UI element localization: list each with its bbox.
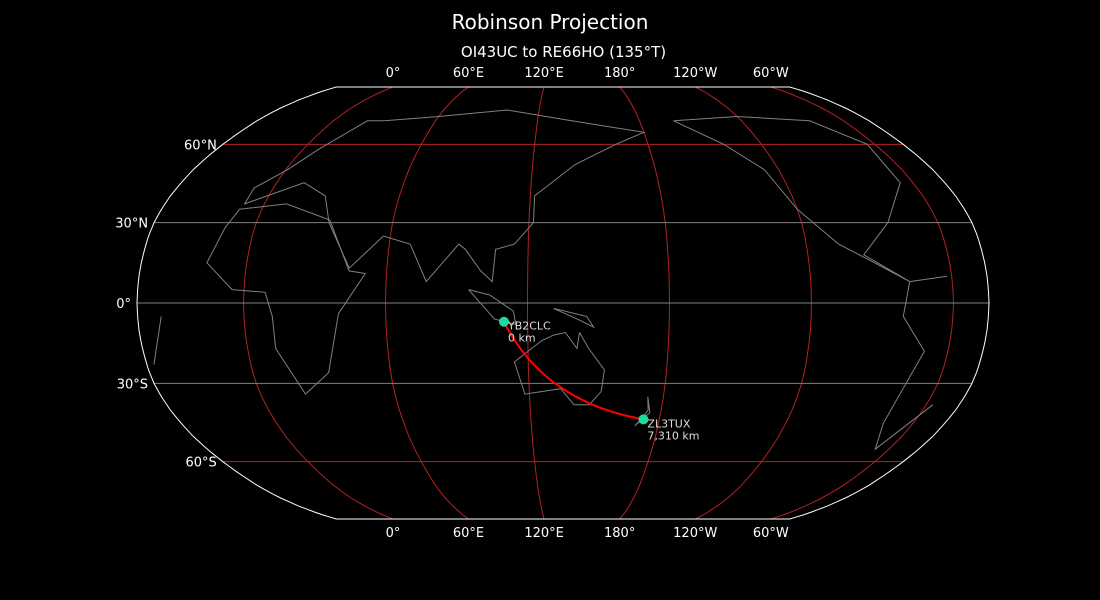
lat-label: 30°N [115, 217, 148, 232]
station-callsign: YB2CLC [507, 320, 551, 333]
coastlines [153, 109, 948, 451]
lon-label-top: 60°W [753, 66, 789, 81]
station-distance: 7,310 km [647, 429, 699, 442]
coastline [553, 307, 596, 329]
coastline [634, 396, 651, 427]
graticule [137, 86, 989, 520]
coastline [468, 289, 517, 326]
lon-label-bottom: 180° [604, 526, 635, 541]
station-marker[interactable] [638, 414, 649, 425]
lat-label: 60°N [184, 138, 217, 153]
great-circle-path [503, 321, 644, 421]
lat-label: 30°S [117, 377, 148, 392]
lon-label-bottom: 0° [386, 526, 401, 541]
station-distance: 0 km [508, 332, 536, 345]
lon-label-bottom: 120°E [524, 526, 564, 541]
map-outline [136, 86, 990, 520]
station-marker[interactable] [498, 316, 509, 327]
lon-label-top: 120°W [673, 66, 717, 81]
map-subtitle: OI43UC to RE66HO (135°T) [460, 43, 667, 61]
lon-label-top: 120°E [524, 66, 564, 81]
station-callsign: ZL3TUX [647, 417, 690, 430]
lat-label: 0° [116, 297, 131, 312]
coastline [206, 203, 367, 395]
lon-label-top: 60°E [453, 66, 484, 81]
lon-label-top: 0° [386, 66, 401, 81]
coastline [673, 115, 910, 283]
lon-label-bottom: 60°W [753, 526, 789, 541]
lon-label-top: 180° [604, 66, 635, 81]
coastline [153, 275, 948, 451]
coastline [513, 331, 605, 406]
coastline [243, 109, 646, 283]
map-title: Robinson Projection [451, 10, 649, 34]
lon-label-bottom: 60°E [453, 526, 484, 541]
grid-labels: 0° 0° 60°E 60°E 120°E 120°E 180° 180° 120°W 120°W… [115, 66, 789, 541]
lon-label-bottom: 120°W [673, 526, 717, 541]
lat-label: 60°S [186, 456, 217, 471]
